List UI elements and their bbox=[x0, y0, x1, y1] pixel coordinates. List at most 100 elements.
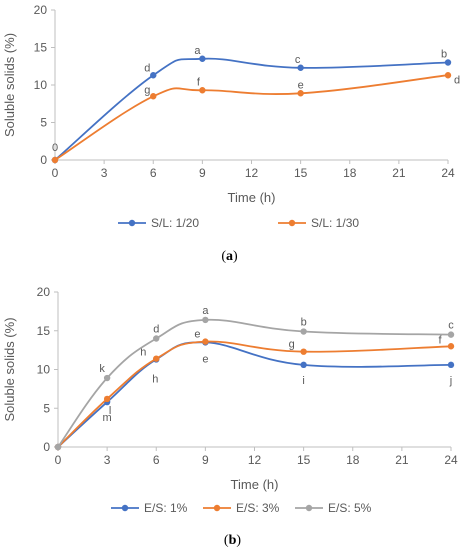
data-label: j bbox=[449, 375, 452, 387]
data-point bbox=[447, 361, 455, 369]
y-tick-label: 20 bbox=[34, 3, 48, 17]
data-label: m bbox=[103, 412, 112, 424]
x-tick-label: 3 bbox=[101, 166, 108, 180]
data-point bbox=[297, 90, 304, 97]
series-1: m h e i j bbox=[54, 339, 455, 451]
y-tick-label: 10 bbox=[37, 363, 51, 377]
data-point bbox=[300, 361, 307, 369]
y-tick-label: 5 bbox=[43, 401, 50, 415]
data-point bbox=[103, 374, 111, 382]
y-tick-label: 15 bbox=[34, 41, 48, 55]
panel-caption: (b) bbox=[224, 533, 241, 548]
legend-marker bbox=[121, 504, 129, 512]
x-tick-label: 6 bbox=[150, 166, 157, 180]
chart-b: 0 5 10 15 20 0 3 6 9 12 15 18 21 24 Time (h) Soluble so… bbox=[2, 285, 458, 548]
data-point bbox=[202, 316, 209, 324]
data-label: b bbox=[441, 49, 447, 61]
x-tick-label: 0 bbox=[55, 453, 62, 467]
x-tick-label: 15 bbox=[294, 166, 308, 180]
y-axis-title: Soluble solids (%) bbox=[2, 317, 17, 421]
legend-marker bbox=[288, 219, 296, 227]
data-label: b bbox=[301, 317, 307, 329]
data-label: e bbox=[298, 79, 304, 91]
data-point bbox=[300, 328, 307, 335]
legend-marker bbox=[128, 219, 136, 227]
data-label: a bbox=[202, 305, 209, 317]
y-tick-label: 0 bbox=[40, 153, 47, 167]
data-label: d bbox=[153, 324, 159, 336]
data-point bbox=[150, 72, 157, 79]
data-point bbox=[199, 55, 206, 62]
x-tick-label: 21 bbox=[395, 453, 409, 467]
data-label: 0 bbox=[52, 142, 58, 154]
data-point bbox=[153, 335, 160, 342]
x-tick-label: 18 bbox=[346, 453, 360, 467]
data-label: f bbox=[438, 334, 442, 346]
x-tick-label: 6 bbox=[153, 453, 160, 467]
data-label: l bbox=[109, 405, 111, 417]
y-tick-label: 10 bbox=[34, 78, 48, 92]
y-tick-label: 5 bbox=[40, 116, 47, 130]
legend-label: E/S: 1% bbox=[144, 501, 188, 515]
data-label: c bbox=[295, 54, 301, 66]
data-point bbox=[150, 93, 157, 100]
data-label: h bbox=[140, 347, 146, 359]
data-point bbox=[447, 343, 455, 350]
legend-item: S/L: 1/30 bbox=[278, 216, 359, 230]
x-tick-label: 24 bbox=[444, 453, 458, 467]
data-point bbox=[444, 72, 452, 79]
data-label: g bbox=[289, 339, 295, 351]
panel-caption: (a) bbox=[221, 249, 238, 264]
legend-label: S/L: 1/20 bbox=[151, 216, 199, 230]
y-axis-title: Soluble solids (%) bbox=[2, 33, 17, 137]
x-tick-label: 12 bbox=[248, 453, 262, 467]
data-point bbox=[297, 64, 304, 71]
x-tick-label: 21 bbox=[392, 166, 406, 180]
data-point bbox=[199, 87, 206, 94]
data-point bbox=[444, 59, 452, 66]
data-label: g bbox=[144, 84, 150, 96]
x-axis-title: Time (h) bbox=[228, 190, 276, 205]
x-tick-label: 24 bbox=[441, 166, 455, 180]
data-label: d bbox=[454, 74, 460, 86]
legend-label: E/S: 5% bbox=[328, 501, 372, 515]
data-point bbox=[202, 338, 209, 345]
legend-item: E/S: 5% bbox=[295, 501, 372, 515]
data-label: e bbox=[194, 329, 200, 341]
data-label: e bbox=[202, 353, 208, 365]
data-point bbox=[300, 348, 307, 355]
data-label: d bbox=[144, 62, 150, 74]
series-line bbox=[57, 340, 452, 448]
data-point bbox=[447, 331, 455, 338]
x-tick-label: 3 bbox=[104, 453, 111, 467]
legend-marker bbox=[305, 504, 313, 512]
data-label: c bbox=[448, 320, 454, 332]
data-label: k bbox=[99, 363, 105, 375]
x-axis-title: Time (h) bbox=[231, 477, 279, 492]
series-line bbox=[54, 74, 449, 161]
x-tick-label: 18 bbox=[343, 166, 357, 180]
data-label: a bbox=[194, 45, 201, 57]
x-tick-label: 15 bbox=[297, 453, 311, 467]
x-tick-label: 0 bbox=[52, 166, 59, 180]
series-3: k d a b c bbox=[54, 305, 455, 451]
legend-item: E/S: 3% bbox=[203, 501, 280, 515]
data-label: h bbox=[152, 373, 158, 385]
series-line bbox=[54, 57, 449, 161]
x-tick-label: 9 bbox=[199, 166, 206, 180]
y-tick-label: 0 bbox=[43, 440, 50, 454]
x-tick-label: 12 bbox=[245, 166, 259, 180]
x-tick-label: 9 bbox=[202, 453, 209, 467]
legend-marker bbox=[213, 504, 221, 512]
legend-item: E/S: 1% bbox=[111, 501, 188, 515]
data-point bbox=[103, 395, 111, 403]
legend-item: S/L: 1/20 bbox=[118, 216, 199, 230]
y-tick-label: 15 bbox=[37, 324, 51, 338]
data-point bbox=[51, 156, 59, 164]
series-2: gf e d bbox=[51, 72, 460, 164]
series-line bbox=[57, 341, 452, 448]
series-line bbox=[57, 318, 452, 448]
data-point bbox=[54, 443, 62, 451]
